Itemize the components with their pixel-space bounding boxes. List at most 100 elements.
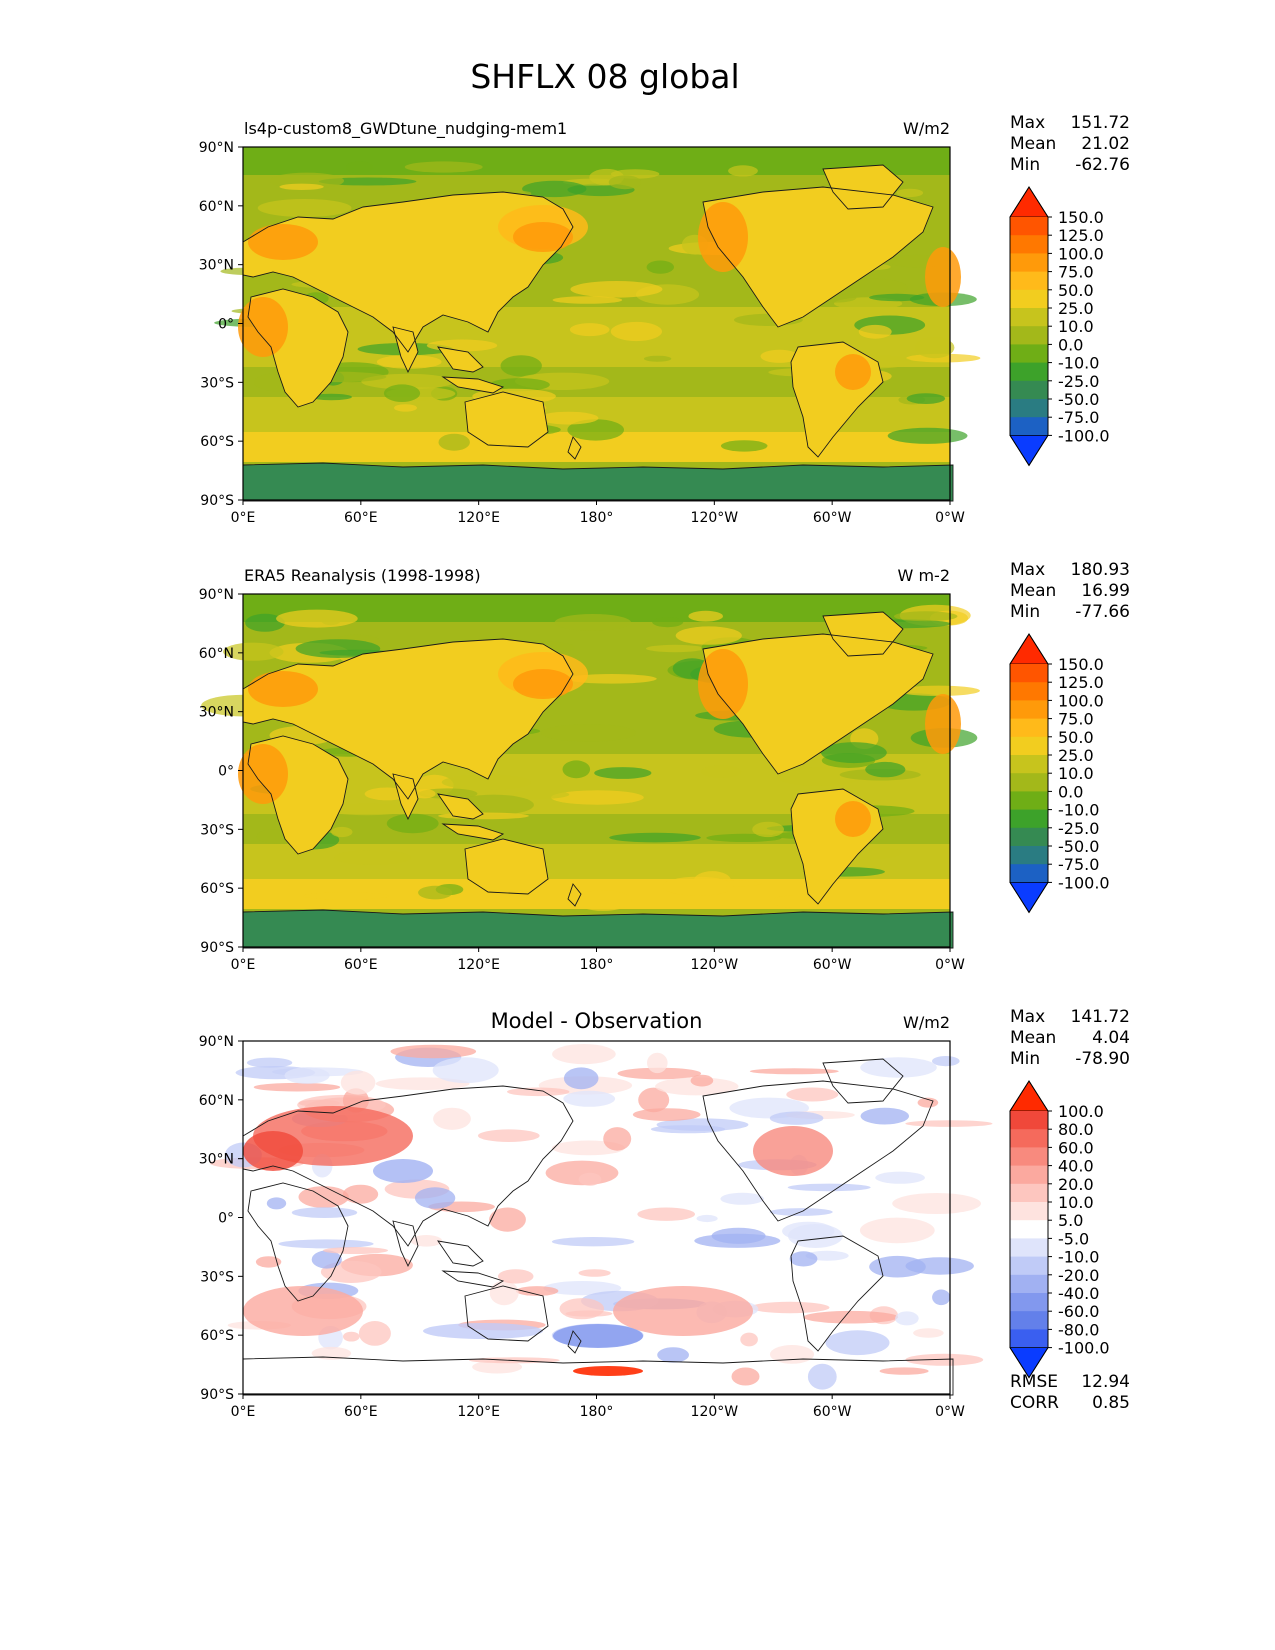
colorbar-tick-label: 0.0 xyxy=(1058,335,1083,354)
colorbar-tick-label: -75.0 xyxy=(1058,408,1099,427)
stat-value: 21.02 xyxy=(1081,134,1130,154)
colorbar-tick-label: 75.0 xyxy=(1058,710,1094,729)
lat-tick-label: 90°S xyxy=(200,940,234,956)
colorbar-tick-label: 125.0 xyxy=(1058,226,1104,245)
colorbar-tick-label: -10.0 xyxy=(1058,354,1099,373)
lat-tick-label: 30°N xyxy=(199,1152,234,1168)
lat-tick-label: 90°N xyxy=(199,1034,234,1050)
colorbar-tick-label: 40.0 xyxy=(1058,1157,1094,1176)
stat-value: 12.94 xyxy=(1081,1372,1130,1392)
lon-tick-label: 120°E xyxy=(457,1404,500,1420)
map-panel-3 xyxy=(209,1040,993,1396)
colorbar-tick-label: 50.0 xyxy=(1058,728,1094,747)
stat-label: Max xyxy=(1010,1007,1045,1027)
colorbar-tick-label: 100.0 xyxy=(1058,691,1104,710)
colorbar-tick-label: 150.0 xyxy=(1058,208,1104,227)
colorbar-tick-label: -50.0 xyxy=(1058,390,1099,409)
map-panel-2 xyxy=(201,593,980,949)
lat-tick-label: 30°N xyxy=(199,258,234,274)
lat-tick-label: 30°S xyxy=(200,375,234,391)
lon-tick-label: 60°E xyxy=(344,957,378,973)
colorbar: 150.0125.0100.075.050.025.010.00.0-10.0-… xyxy=(1009,186,1110,467)
colorbar-tick-label: 150.0 xyxy=(1058,655,1104,674)
colorbar-tick-label: 100.0 xyxy=(1058,244,1104,263)
colorbar-tick-label: 50.0 xyxy=(1058,281,1094,300)
stat-label: Min xyxy=(1010,1049,1040,1069)
colorbar-tick-label: 80.0 xyxy=(1058,1120,1094,1139)
panel-units: W/m2 xyxy=(903,119,950,138)
colorbar-tick-label: 10.0 xyxy=(1058,317,1094,336)
lat-tick-label: 30°S xyxy=(200,822,234,838)
lon-tick-label: 0°E xyxy=(231,957,256,973)
colorbar-tick-label: -60.0 xyxy=(1058,1302,1099,1321)
lat-tick-label: 90°N xyxy=(199,140,234,156)
lon-tick-label: 60°E xyxy=(344,510,378,526)
lon-tick-label: 180° xyxy=(580,510,614,526)
colorbar-tick-label: -50.0 xyxy=(1058,837,1099,856)
colorbar-tick-label: -5.0 xyxy=(1058,1229,1089,1248)
lat-tick-label: 0° xyxy=(218,317,234,333)
stat-label: Min xyxy=(1010,155,1040,175)
stat-value: 180.93 xyxy=(1071,560,1130,580)
colorbar-tick-label: -100.0 xyxy=(1058,873,1110,892)
colorbar-tick-label: 75.0 xyxy=(1058,263,1094,282)
colorbar-tick-label: 10.0 xyxy=(1058,1193,1094,1212)
stat-value: -62.76 xyxy=(1075,155,1130,175)
stat-value: 141.72 xyxy=(1071,1007,1130,1027)
colorbar-tick-label: 25.0 xyxy=(1058,299,1094,318)
stat-label: Mean xyxy=(1010,1028,1056,1048)
colorbar-tick-label: 60.0 xyxy=(1058,1138,1094,1157)
colorbar: 150.0125.0100.075.050.025.010.00.0-10.0-… xyxy=(1009,633,1110,914)
lon-tick-label: 120°W xyxy=(691,957,739,973)
lat-tick-label: 60°N xyxy=(199,646,234,662)
stat-value: 151.72 xyxy=(1071,113,1130,133)
stat-label: Min xyxy=(1010,602,1040,622)
panel-units: W m-2 xyxy=(898,566,950,585)
panel-left-title: ERA5 Reanalysis (1998-1998) xyxy=(244,566,481,585)
lon-tick-label: 60°W xyxy=(813,1404,852,1420)
colorbar: 100.080.060.040.020.010.05.0-5.0-10.0-20… xyxy=(1009,1080,1110,1379)
colorbar-tick-label: -20.0 xyxy=(1058,1266,1099,1285)
colorbar-tick-label: -25.0 xyxy=(1058,372,1099,391)
stat-label: Mean xyxy=(1010,581,1056,601)
lon-tick-label: 0°E xyxy=(231,1404,256,1420)
stat-value: 4.04 xyxy=(1092,1028,1130,1048)
stat-label: Mean xyxy=(1010,134,1056,154)
panel-units: W/m2 xyxy=(903,1013,950,1032)
colorbar-tick-label: 10.0 xyxy=(1058,764,1094,783)
colorbar-tick-label: 25.0 xyxy=(1058,746,1094,765)
lat-tick-label: 90°N xyxy=(199,587,234,603)
panel-center-title: Model - Observation xyxy=(491,1009,703,1033)
stat-label: CORR xyxy=(1010,1393,1059,1413)
stat-label: RMSE xyxy=(1010,1372,1058,1392)
panel-1: 90°N 60°N 30°N 0° 30°S 60°S 90°S0°E 60°E 120°E 18… xyxy=(199,113,1130,526)
lat-tick-label: 60°S xyxy=(200,1328,234,1344)
lon-tick-label: 120°W xyxy=(691,510,739,526)
lon-tick-label: 180° xyxy=(580,1404,614,1420)
stat-value: 16.99 xyxy=(1081,581,1130,601)
colorbar-tick-label: -100.0 xyxy=(1058,426,1110,445)
lon-tick-label: 60°E xyxy=(344,1404,378,1420)
lon-tick-label: 120°E xyxy=(457,510,500,526)
lon-tick-label: 60°W xyxy=(813,510,852,526)
lat-tick-label: 60°S xyxy=(200,881,234,897)
lon-tick-label: 120°E xyxy=(457,957,500,973)
lat-tick-label: 60°N xyxy=(199,199,234,215)
lon-tick-label: 0°W xyxy=(935,957,965,973)
panel-2: 90°N 60°N 30°N 0° 30°S 60°S 90°S0°E 60°E 120°E 18… xyxy=(199,560,1130,973)
colorbar-tick-label: -75.0 xyxy=(1058,855,1099,874)
colorbar-tick-label: -10.0 xyxy=(1058,801,1099,820)
stat-value: -77.66 xyxy=(1075,602,1130,622)
panel-left-title: ls4p-custom8_GWDtune_nudging-mem1 xyxy=(244,119,567,139)
stat-value: -78.90 xyxy=(1075,1049,1130,1069)
lon-tick-label: 0°E xyxy=(231,510,256,526)
stat-label: Max xyxy=(1010,113,1045,133)
figure-title: SHFLX 08 global xyxy=(470,57,739,96)
colorbar-tick-label: 125.0 xyxy=(1058,673,1104,692)
lat-tick-label: 0° xyxy=(218,1211,234,1227)
colorbar-tick-label: 20.0 xyxy=(1058,1175,1094,1194)
lat-tick-label: 30°S xyxy=(200,1269,234,1285)
map-panel-1 xyxy=(214,146,981,502)
stat-value: 0.85 xyxy=(1092,1393,1130,1413)
